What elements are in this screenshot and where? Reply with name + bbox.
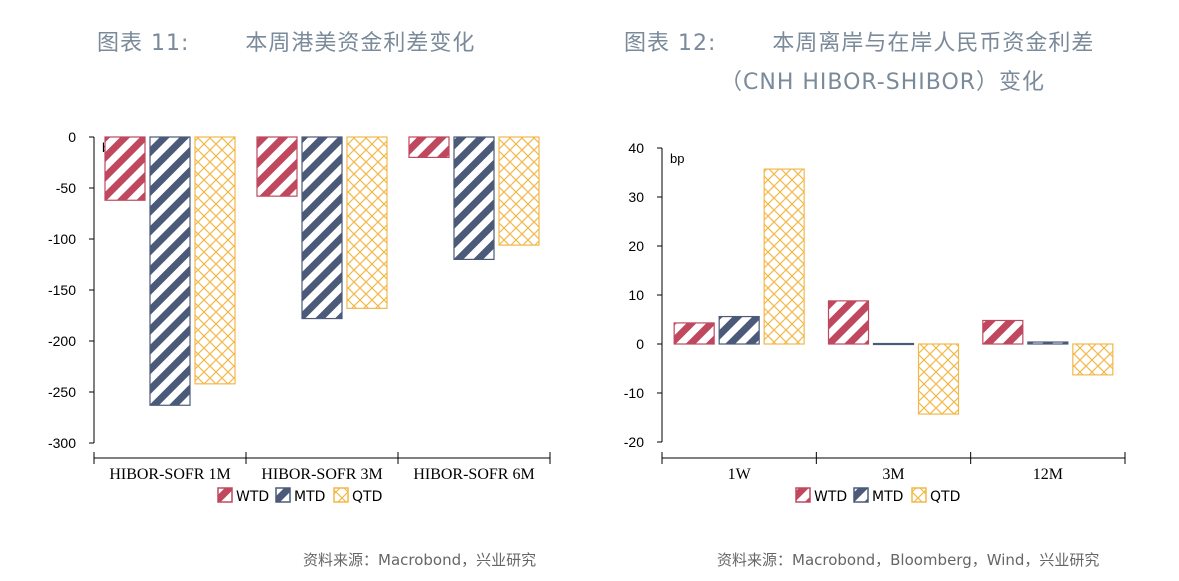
y-tick-label: 0 <box>636 336 644 352</box>
chart2-title: 图表 12: 本周离岸与在岸人民币资金利差 <box>624 25 1094 57</box>
bar-mtd <box>301 136 343 320</box>
category-label: 1W <box>728 466 752 483</box>
legend-label: QTD <box>930 489 960 505</box>
category-label: 12M <box>1033 466 1063 483</box>
category-label: 3M <box>882 466 904 483</box>
legend-label: MTD <box>294 489 325 505</box>
bar-wtd <box>104 136 146 201</box>
chart1-title-text: 本周港美资金利差变化 <box>245 31 476 56</box>
bar-wtd <box>827 300 870 345</box>
bar-wtd <box>408 136 450 158</box>
chart2-plot: 40 30 20 10 0 -10 -20 bp 1W 3M 12M WTD MTD QTD <box>624 140 1126 505</box>
y-unit-label: bp <box>670 151 684 166</box>
category-label: HIBOR-SOFR 1M <box>109 466 230 483</box>
legend-swatch-mtd <box>853 487 869 503</box>
chart2-title-line2: （CNH HIBOR-SHIBOR）变化 <box>720 70 1046 95</box>
bar-qtd <box>194 136 236 385</box>
legend-swatch-wtd <box>217 487 233 503</box>
legend-label: WTD <box>814 489 847 505</box>
chart1-title-prefix: 图表 11: <box>97 31 190 56</box>
bar-mtd <box>149 136 191 406</box>
y-tick-label: -100 <box>48 231 76 247</box>
chart2-title-text: 本周离岸与在岸人民币资金利差 <box>772 31 1095 56</box>
legend-label: QTD <box>352 489 382 505</box>
category-label: HIBOR-SOFR 6M <box>413 466 534 483</box>
y-tick-label: 40 <box>628 140 644 156</box>
bar-qtd <box>498 136 540 246</box>
y-tick-label: -150 <box>48 282 76 298</box>
y-tick-label: 30 <box>628 189 644 205</box>
bar-qtd <box>1072 343 1114 376</box>
chart1-plot: 0-50-100-150-200-250-300bpHIBOR-SOFR 1MH… <box>48 129 551 505</box>
legend-swatch-wtd <box>795 487 811 503</box>
legend-label: MTD <box>872 489 903 505</box>
chart2-title-prefix: 图表 12: <box>624 31 717 56</box>
bar-mtd <box>718 315 760 345</box>
legend-swatch-qtd <box>911 487 927 503</box>
bar-qtd <box>917 343 960 415</box>
y-tick-label: 0 <box>68 129 76 145</box>
y-tick-label: 20 <box>628 238 644 254</box>
y-tick-label: -250 <box>48 384 76 400</box>
y-tick-label: -10 <box>624 385 644 401</box>
chart1-title: 图表 11: 本周港美资金利差变化 <box>97 25 475 57</box>
bar-qtd <box>763 168 805 345</box>
bar-wtd <box>982 319 1024 345</box>
bar-mtd <box>1027 341 1069 345</box>
legend-label: WTD <box>236 489 269 505</box>
chart2-source: 资料来源：Macrobond，Bloomberg，Wind，兴业研究 <box>717 551 1100 569</box>
y-tick-label: -20 <box>624 434 644 450</box>
bar-wtd <box>673 322 715 345</box>
y-tick-label: -200 <box>48 333 76 349</box>
category-label: HIBOR-SOFR 3M <box>261 466 382 483</box>
bar-mtd <box>872 342 915 346</box>
y-tick-label: 10 <box>628 287 644 303</box>
bar-mtd <box>453 136 495 261</box>
chart1-source: 资料来源：Macrobond，兴业研究 <box>303 551 537 569</box>
legend-swatch-mtd <box>275 487 291 503</box>
y-tick-label: -300 <box>48 435 76 451</box>
bar-wtd <box>256 136 298 197</box>
y-tick-label: -50 <box>56 180 76 196</box>
legend-swatch-qtd <box>333 487 349 503</box>
bar-qtd <box>346 136 388 309</box>
